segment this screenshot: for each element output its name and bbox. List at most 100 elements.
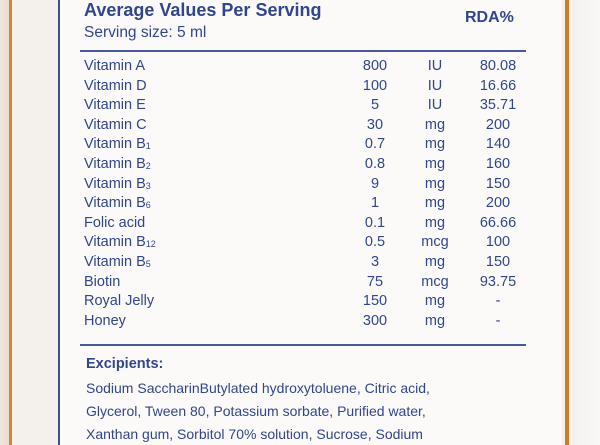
nutrient-unit: mg [424, 214, 446, 231]
nutrient-unit: mg [424, 195, 446, 212]
nutrient-rda: 140 [485, 136, 511, 153]
nutrient-unit: mg [424, 156, 446, 172]
table-row: Royal Jelly 150 mg - [0, 293, 600, 312]
nutrient-unit: IU [427, 77, 443, 94]
nutrient-subscript: 12 [145, 239, 156, 250]
nutrient-name-text: Vitamin B [84, 254, 146, 270]
nutrient-name: Vitamin C [84, 117, 147, 133]
nutrient-name: Vitamin B2 [84, 156, 151, 172]
nutrient-unit: mcg [421, 273, 449, 290]
nutrient-amount: 5 [370, 97, 380, 114]
nutrient-name: Honey [84, 313, 126, 329]
nutrient-unit: mg [424, 293, 446, 310]
serving-size: Serving size: 5 ml [84, 24, 207, 41]
nutrient-rda: 200 [485, 116, 511, 133]
nutrient-unit: mg [424, 136, 446, 153]
rda-column-header: RDA% [465, 9, 514, 26]
package-edge-left [0, 0, 9, 445]
excipients-line: Xanthan gum, Sorbitol 70% solution, Sucr… [86, 426, 423, 442]
nutrient-amount: 0.5 [364, 234, 386, 251]
table-row: Vitamin C 30 mg 200 [0, 117, 600, 136]
nutrient-name-text: Biotin [84, 273, 121, 290]
nutrient-unit: IU [427, 58, 443, 74]
nutrient-name-text: Vitamin D [84, 77, 147, 94]
nutrient-amount: 0.8 [364, 156, 386, 172]
nutrient-subscript: 5 [145, 259, 151, 269]
nutrient-name: Biotin [84, 274, 120, 290]
nutrient-name-text: Vitamin B [84, 175, 146, 192]
nutrient-rda: 150 [485, 254, 511, 270]
panel-title: Average Values Per Serving [84, 0, 322, 20]
table-row: Honey 300 mg - [0, 313, 600, 332]
nutrient-unit: mg [424, 312, 446, 329]
table-row: Folic acid 0.1 mg 66.66 [0, 215, 600, 234]
nutrient-amount: 30 [366, 116, 384, 133]
nutrient-name: Vitamin D [84, 78, 147, 94]
nutrient-amount: 150 [362, 293, 388, 310]
nutrient-rda: 200 [485, 195, 511, 212]
nutrient-name: Vitamin B3 [84, 176, 151, 192]
nutrient-unit: mcg [421, 234, 449, 251]
table-row: Vitamin B3 9 mg 150 [0, 176, 600, 195]
nutrient-amount: 75 [366, 273, 384, 290]
nutrient-amount: 0.1 [364, 214, 386, 231]
nutrient-rda: - [495, 312, 501, 329]
nutrient-name-text: Vitamin B [84, 156, 146, 172]
nutrient-amount: 300 [362, 312, 388, 329]
orange-border-right [565, 0, 569, 445]
nutrient-amount: 1 [370, 195, 380, 212]
nutrient-subscript: 3 [145, 180, 151, 191]
nutrient-amount: 0.7 [364, 136, 386, 153]
excipients-line: Glycerol, Tween 80, Potassium sorbate, P… [86, 403, 426, 419]
nutrient-name: Vitamin B5 [84, 254, 151, 270]
nutrient-rda: 80.08 [479, 58, 517, 74]
nutrient-name-text: Royal Jelly [84, 293, 155, 310]
package-edge-right [569, 0, 600, 445]
table-row: Vitamin B6 1 mg 200 [0, 195, 600, 214]
nutrient-name-text: Vitamin E [84, 97, 146, 114]
nutrient-name-text: Vitamin B [84, 136, 146, 153]
divider-top [80, 50, 526, 52]
nutrient-name: Vitamin E [84, 97, 146, 113]
nutrient-rda: 93.75 [479, 273, 517, 290]
table-row: Vitamin B12 0.5 mcg 100 [0, 234, 600, 253]
nutrient-amount: 800 [362, 58, 388, 74]
nutrient-name-text: Folic acid [84, 214, 146, 231]
nutrient-amount: 100 [362, 77, 388, 94]
nutrient-name: Royal Jelly [84, 293, 154, 309]
nutrient-name: Vitamin B6 [84, 195, 151, 211]
nutrient-name: Vitamin B1 [84, 136, 151, 152]
nutrient-rda: 16.66 [479, 77, 517, 94]
nutrient-amount: 9 [370, 175, 380, 192]
nutrient-rda: 160 [485, 156, 511, 172]
nutrient-name-text: Vitamin B [84, 234, 146, 251]
table-row: Vitamin E 5 IU 35.71 [0, 97, 600, 116]
table-row: Vitamin B1 0.7 mg 140 [0, 136, 600, 155]
nutrient-rda: 150 [485, 175, 511, 192]
nutrient-amount: 3 [370, 254, 380, 270]
nutrient-subscript: 6 [145, 200, 151, 211]
excipients-title: Excipients: [86, 356, 164, 372]
nutrient-rda: 100 [485, 234, 511, 251]
orange-border-left [9, 0, 12, 445]
nutrient-rda: 35.71 [479, 97, 517, 114]
excipients-line: Sodium SaccharinButylated hydroxytoluene… [86, 380, 430, 396]
table-row: Vitamin A 800 IU 80.08 [0, 58, 600, 77]
nutrient-name-text: Vitamin A [84, 58, 145, 74]
table-row: Vitamin B2 0.8 mg 160 [0, 156, 600, 175]
nutrient-name: Vitamin B12 [84, 234, 156, 250]
nutrient-subscript: 1 [145, 141, 151, 152]
nutrient-unit: mg [424, 175, 446, 192]
nutrition-panel [58, 0, 562, 445]
nutrient-unit: mg [424, 254, 446, 270]
table-row: Vitamin B5 3 mg 150 [0, 254, 600, 273]
table-row: Vitamin D 100 IU 16.66 [0, 78, 600, 97]
panel-border-left [58, 0, 60, 445]
nutrient-unit: mg [424, 116, 446, 133]
nutrient-name: Folic acid [84, 215, 145, 231]
nutrient-name-text: Vitamin B [84, 195, 146, 212]
nutrient-rda: - [495, 293, 501, 310]
nutrient-name: Vitamin A [84, 58, 145, 74]
nutrient-name-text: Vitamin C [84, 116, 147, 133]
nutrient-name-text: Honey [84, 312, 126, 329]
